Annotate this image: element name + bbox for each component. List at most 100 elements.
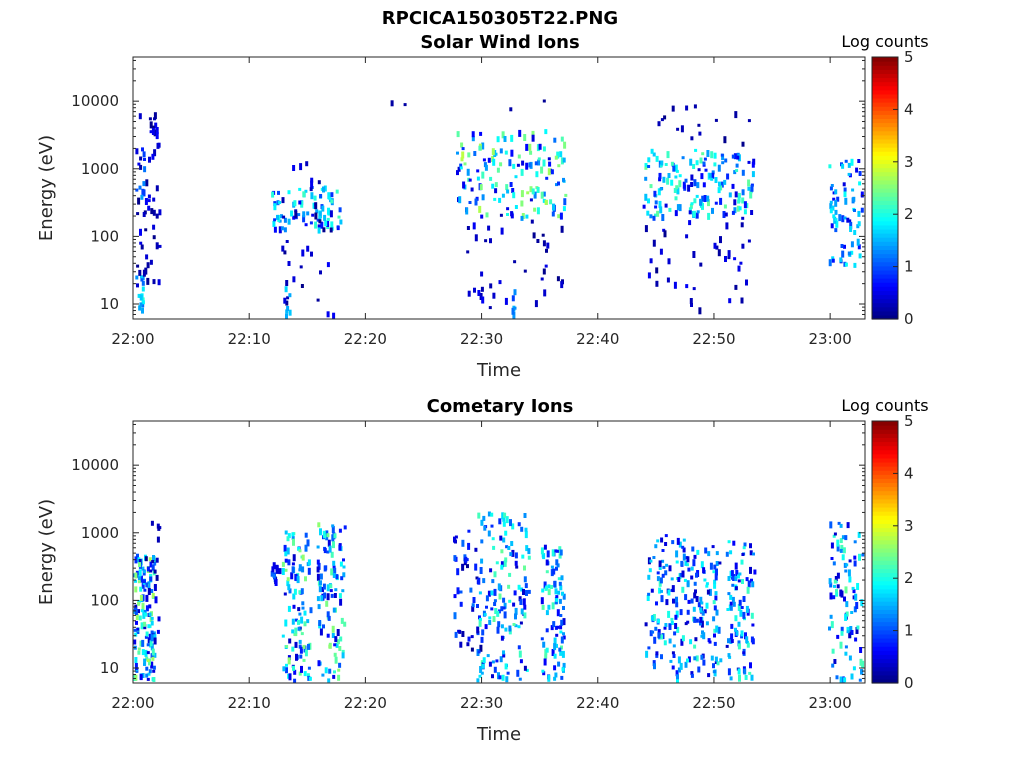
heatmap-cell — [740, 559, 744, 565]
heatmap-cell — [507, 584, 511, 589]
heatmap-cell — [291, 566, 295, 574]
heatmap-cell — [477, 650, 481, 654]
heatmap-cell — [505, 184, 509, 191]
heatmap-cell — [504, 297, 508, 305]
heatmap-cell — [676, 674, 679, 680]
heatmap-cell — [562, 618, 566, 626]
heatmap-cell — [511, 549, 515, 557]
colorbar-swatch — [872, 556, 898, 561]
colorbar-swatch — [872, 151, 898, 156]
heatmap-cell — [727, 653, 731, 658]
heatmap-cell — [661, 573, 665, 578]
heatmap-cell — [151, 564, 155, 571]
heatmap-cell — [726, 608, 730, 611]
x-tick-label: 22:10 — [228, 694, 271, 712]
heatmap-cell — [723, 136, 727, 144]
heatmap-cell — [147, 637, 151, 644]
colorbar-swatch — [872, 314, 898, 320]
heatmap-cell — [329, 227, 333, 233]
heatmap-cell — [739, 609, 743, 617]
heatmap-cell — [661, 214, 665, 221]
colorbar-swatch — [872, 597, 898, 602]
heatmap-cell — [136, 264, 140, 268]
heatmap-cell — [498, 280, 502, 285]
heatmap-cell — [540, 637, 544, 641]
heatmap-cell — [306, 673, 310, 678]
heatmap-cell — [508, 572, 512, 577]
heatmap-cell — [153, 637, 157, 645]
heatmap-cell — [693, 198, 697, 204]
cometary-heatmap — [133, 511, 865, 683]
heatmap-cell — [476, 169, 480, 173]
heatmap-cell — [134, 586, 138, 593]
colorbar-swatch — [872, 633, 898, 639]
colorbar-swatch — [872, 57, 898, 62]
heatmap-cell — [511, 307, 515, 315]
heatmap-cell — [828, 259, 832, 267]
heatmap-cell — [293, 200, 297, 207]
heatmap-cell — [541, 233, 545, 237]
heatmap-cell — [135, 148, 139, 155]
heatmap-cell — [338, 646, 342, 651]
heatmap-cell — [833, 584, 836, 588]
heatmap-cell — [286, 536, 290, 542]
heatmap-cell — [501, 674, 505, 681]
heatmap-cell — [654, 205, 658, 209]
heatmap-cell — [853, 606, 857, 613]
heatmap-cell — [464, 556, 468, 563]
heatmap-cell — [649, 214, 653, 219]
heatmap-cell — [690, 673, 694, 678]
heatmap-cell — [136, 627, 140, 631]
heatmap-cell — [690, 575, 694, 580]
heatmap-cell — [453, 612, 457, 620]
colorbar-swatch — [872, 245, 898, 250]
heatmap-cell — [466, 168, 470, 176]
heatmap-cell — [547, 157, 551, 161]
heatmap-cell — [321, 205, 325, 212]
heatmap-cell — [859, 647, 863, 653]
heatmap-cell — [560, 645, 563, 650]
colorbar-swatch — [872, 114, 898, 119]
heatmap-cell — [510, 213, 514, 219]
heatmap-cell — [516, 669, 520, 677]
heatmap-cell — [492, 545, 496, 550]
heatmap-cell — [840, 544, 844, 550]
heatmap-cell — [505, 676, 509, 683]
heatmap-cell — [332, 312, 336, 319]
heatmap-cell — [750, 612, 754, 619]
heatmap-cell — [844, 197, 848, 205]
heatmap-cell — [655, 601, 658, 606]
heatmap-cell — [479, 644, 483, 652]
heatmap-cell — [471, 131, 475, 138]
heatmap-cell — [134, 609, 138, 615]
heatmap-cell — [733, 257, 737, 261]
colorbar-swatch — [872, 576, 898, 582]
heatmap-cell — [857, 221, 861, 227]
colorbar-swatch — [872, 233, 898, 238]
heatmap-cell — [839, 589, 843, 597]
heatmap-cell — [648, 568, 652, 573]
heatmap-cell — [459, 641, 463, 648]
heatmap-cell — [737, 579, 741, 583]
heatmap-cell — [461, 563, 465, 571]
colorbar-swatch — [872, 678, 898, 684]
heatmap-cell — [535, 171, 539, 178]
heatmap-cell — [680, 638, 684, 646]
heatmap-cell — [550, 625, 554, 631]
heatmap-cell — [836, 634, 840, 639]
heatmap-cell — [473, 151, 477, 156]
heatmap-cell — [328, 196, 332, 200]
heatmap-cell — [287, 190, 291, 195]
heatmap-cell — [659, 577, 663, 584]
heatmap-cell — [560, 157, 564, 165]
heatmap-cell — [309, 607, 313, 614]
heatmap-cell — [670, 617, 674, 621]
heatmap-cell — [715, 625, 719, 633]
colorbar-swatch — [872, 188, 898, 193]
heatmap-cell — [711, 170, 715, 175]
heatmap-cell — [699, 607, 703, 613]
heatmap-cell — [317, 562, 321, 570]
colorbar-swatch — [872, 601, 898, 606]
heatmap-cell — [564, 193, 568, 197]
heatmap-cell — [287, 218, 291, 225]
